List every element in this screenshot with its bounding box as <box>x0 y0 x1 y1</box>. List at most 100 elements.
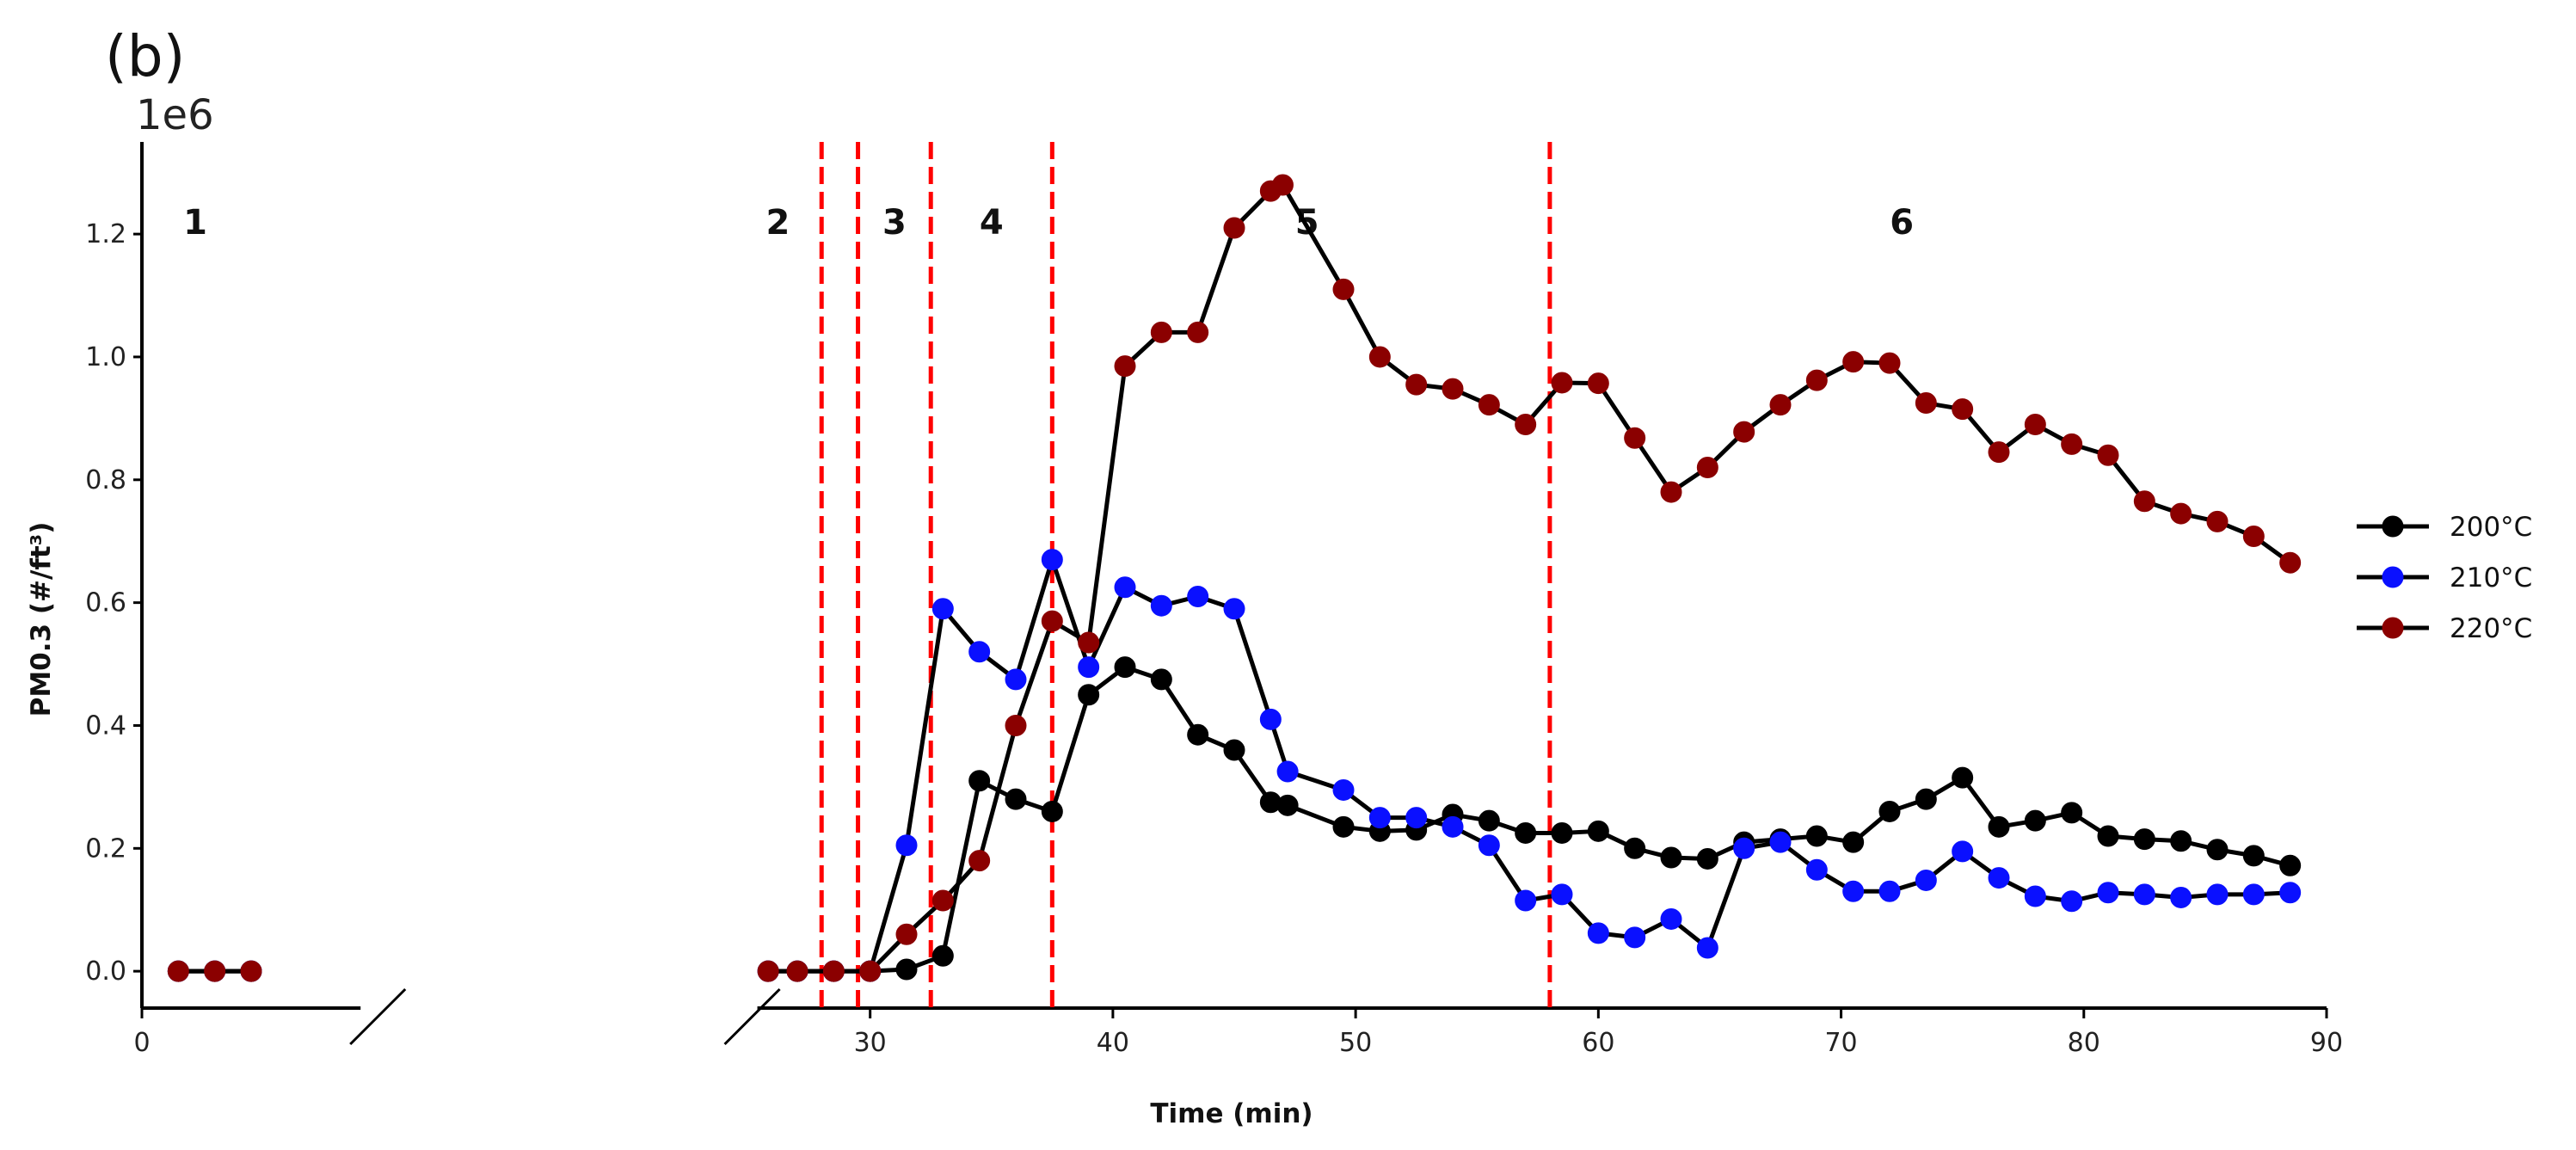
data-point <box>1551 883 1573 906</box>
data-point <box>1769 394 1792 416</box>
data-point <box>2097 444 2119 466</box>
data-point <box>2170 830 2192 852</box>
data-point <box>2242 883 2265 906</box>
series-line <box>768 182 2292 974</box>
panel-label: (b) <box>105 23 185 89</box>
legend-label: 200°C <box>2450 512 2532 543</box>
axis-break-mark <box>723 987 781 1046</box>
data-point <box>1988 441 2010 464</box>
data-point <box>2206 510 2229 532</box>
data-point <box>1551 821 1573 844</box>
data-point <box>968 850 991 872</box>
data-point <box>1842 880 1865 902</box>
data-point <box>1515 414 1537 436</box>
data-point <box>1624 926 1646 949</box>
series-line <box>768 665 2291 974</box>
data-point <box>2170 502 2192 525</box>
data-point <box>2061 802 2083 824</box>
data-point <box>1405 807 1428 829</box>
data-point <box>1078 684 1100 706</box>
data-point <box>1187 585 1209 607</box>
data-point <box>1805 825 1828 847</box>
data-point <box>204 960 226 982</box>
data-point <box>1041 800 1063 822</box>
data-point <box>1952 766 1974 789</box>
data-point <box>1368 807 1391 829</box>
x-tick-label: 70 <box>1824 1028 1857 1058</box>
data-point <box>1915 392 1937 415</box>
axes: 0.0 0.2 0.4 0.6 0.8 1.0 1.2 0 30 40 50 60 70 80 90 <box>85 142 2343 1058</box>
data-point <box>931 598 954 620</box>
data-point <box>1005 714 1027 736</box>
data-point <box>1259 708 1282 730</box>
phase-label: 6 <box>1890 203 1914 243</box>
data-point <box>1223 739 1245 761</box>
data-point <box>1223 598 1245 620</box>
data-point <box>1187 321 1209 343</box>
axis-break-mark <box>349 987 407 1046</box>
data-point <box>2279 854 2302 876</box>
data-point <box>2061 433 2083 455</box>
legend-marker <box>2382 617 2404 639</box>
legend-marker <box>2382 566 2404 588</box>
data-point <box>1696 937 1718 959</box>
y-tick-label: 0.4 <box>85 710 126 741</box>
data-point <box>1478 834 1500 857</box>
data-point <box>2097 882 2119 904</box>
phase-label: 3 <box>882 203 907 243</box>
data-point <box>1041 549 1063 571</box>
data-point <box>968 770 991 792</box>
data-point <box>2170 886 2192 908</box>
data-point <box>1368 346 1391 368</box>
data-point <box>2206 883 2229 906</box>
data-point <box>1150 321 1172 343</box>
data-point <box>1332 278 1355 300</box>
data-point <box>2024 809 2046 832</box>
data-point <box>1223 217 1245 239</box>
data-point <box>1915 869 1937 891</box>
x-tick-label: 40 <box>1097 1028 1129 1058</box>
data-point <box>1271 174 1294 196</box>
y-tick-label: 0.0 <box>85 956 126 987</box>
data-point <box>1405 373 1428 396</box>
data-point <box>1515 889 1537 912</box>
data-point <box>1988 867 2010 889</box>
data-point <box>2279 882 2302 904</box>
data-point <box>1878 880 1901 902</box>
data-point <box>1733 421 1755 443</box>
data-point <box>2242 526 2265 548</box>
data-point <box>1150 594 1172 617</box>
y-tick-label: 0.2 <box>85 833 126 864</box>
x-tick-label: 30 <box>854 1028 887 1058</box>
phase-label: 4 <box>980 203 1004 243</box>
data-point <box>1915 788 1937 810</box>
y-tick-label: 1.0 <box>85 342 126 372</box>
data-point <box>1805 858 1828 881</box>
data-point <box>2242 845 2265 867</box>
data-point <box>1515 821 1537 844</box>
y-tick-label: 0.6 <box>85 588 126 618</box>
data-point <box>1114 355 1136 378</box>
data-point <box>1696 847 1718 870</box>
y-axis-title: PM0.3 (#/ft³) <box>26 522 57 717</box>
data-point <box>1005 788 1027 810</box>
data-point <box>1332 778 1355 801</box>
data-point <box>1988 815 2010 838</box>
series-210°C <box>167 549 2302 982</box>
data-point <box>167 960 189 982</box>
data-point <box>1805 369 1828 391</box>
data-point <box>1150 668 1172 691</box>
data-point <box>2279 551 2302 574</box>
x-tick-label: 90 <box>2310 1028 2343 1058</box>
x-tick-label: 50 <box>1339 1028 1372 1058</box>
data-point <box>1842 351 1865 373</box>
data-point <box>1187 723 1209 746</box>
data-point <box>859 960 882 982</box>
data-point <box>1696 457 1718 479</box>
data-point <box>2097 825 2119 847</box>
data-point <box>1842 831 1865 853</box>
data-point <box>2024 414 2046 436</box>
data-point <box>240 960 262 982</box>
data-point <box>1660 846 1682 869</box>
